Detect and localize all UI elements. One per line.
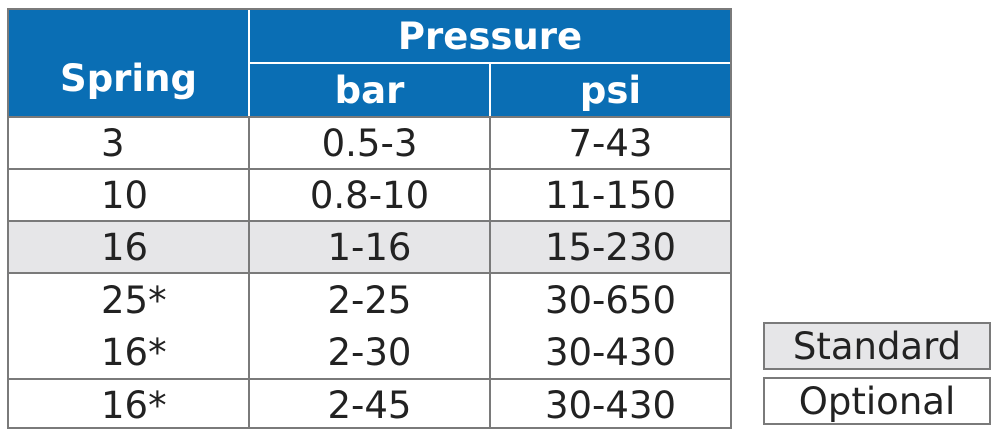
- cell-psi: 7-43: [491, 118, 730, 168]
- header-spring: Spring: [60, 56, 197, 100]
- cell-bar: 1-16: [250, 222, 489, 272]
- cell-psi: 11-150: [491, 170, 730, 220]
- spring-value: 16*: [101, 384, 167, 427]
- table-row: 16 1-16 15-230: [9, 220, 730, 272]
- header-divider: [248, 10, 250, 116]
- cell-bar: 2-45: [250, 380, 489, 427]
- header-divider: [489, 62, 491, 116]
- bar-value: 0.5-3: [321, 121, 418, 165]
- bar-value: 2-25: [327, 278, 412, 322]
- bar-value: 2-45: [327, 384, 412, 427]
- column-divider: [248, 116, 250, 427]
- bar-value: 0.8-10: [309, 173, 430, 217]
- header-psi: psi: [579, 68, 642, 112]
- column-divider: [489, 116, 491, 427]
- header-pressure: Pressure: [397, 14, 583, 58]
- psi-value: 30-430: [544, 384, 677, 427]
- spring-value: 25*: [101, 278, 167, 322]
- header-bar: bar: [334, 68, 405, 112]
- legend-standard: Standard: [763, 322, 991, 370]
- legend-optional: Optional: [763, 377, 991, 425]
- cell-spring: 25* 16*: [9, 274, 248, 378]
- spring-value: 10: [101, 173, 149, 217]
- cell-psi: 30-430: [491, 380, 730, 427]
- legend-standard-label: Standard: [792, 324, 962, 368]
- table-row: 10 0.8-10 11-150: [9, 168, 730, 220]
- table-row: 3 0.5-3 7-43: [9, 116, 730, 168]
- bar-value: 1-16: [327, 225, 412, 269]
- cell-spring: 3: [9, 118, 248, 168]
- psi-value: 30-650: [544, 278, 677, 322]
- bar-value: 2-30: [327, 330, 412, 374]
- table-header: Spring Pressure bar psi: [9, 10, 730, 116]
- cell-spring: 16*: [9, 380, 248, 427]
- spring-value: 3: [101, 121, 125, 165]
- psi-value: 7-43: [568, 121, 653, 165]
- cell-psi: 15-230: [491, 222, 730, 272]
- psi-value: 15-230: [544, 225, 677, 269]
- spring-value: 16: [101, 225, 149, 269]
- cell-bar: 0.8-10: [250, 170, 489, 220]
- psi-value: 11-150: [544, 173, 677, 217]
- cell-spring: 10: [9, 170, 248, 220]
- header-divider: [250, 62, 730, 64]
- cell-spring: 16: [9, 222, 248, 272]
- cell-bar: 2-25 2-30: [250, 274, 489, 378]
- psi-value: 30-430: [544, 330, 677, 374]
- cell-psi: 30-650 30-430: [491, 274, 730, 378]
- table-row: 16* 2-45 30-430: [9, 378, 730, 427]
- pressure-table: Spring Pressure bar psi 3 0.5-3 7-43 10 0.8-…: [7, 8, 732, 429]
- table-row: 25* 16* 2-25 2-30 30-650 30-430: [9, 272, 730, 378]
- legend-optional-label: Optional: [798, 379, 956, 423]
- cell-bar: 0.5-3: [250, 118, 489, 168]
- spring-value: 16*: [101, 330, 167, 374]
